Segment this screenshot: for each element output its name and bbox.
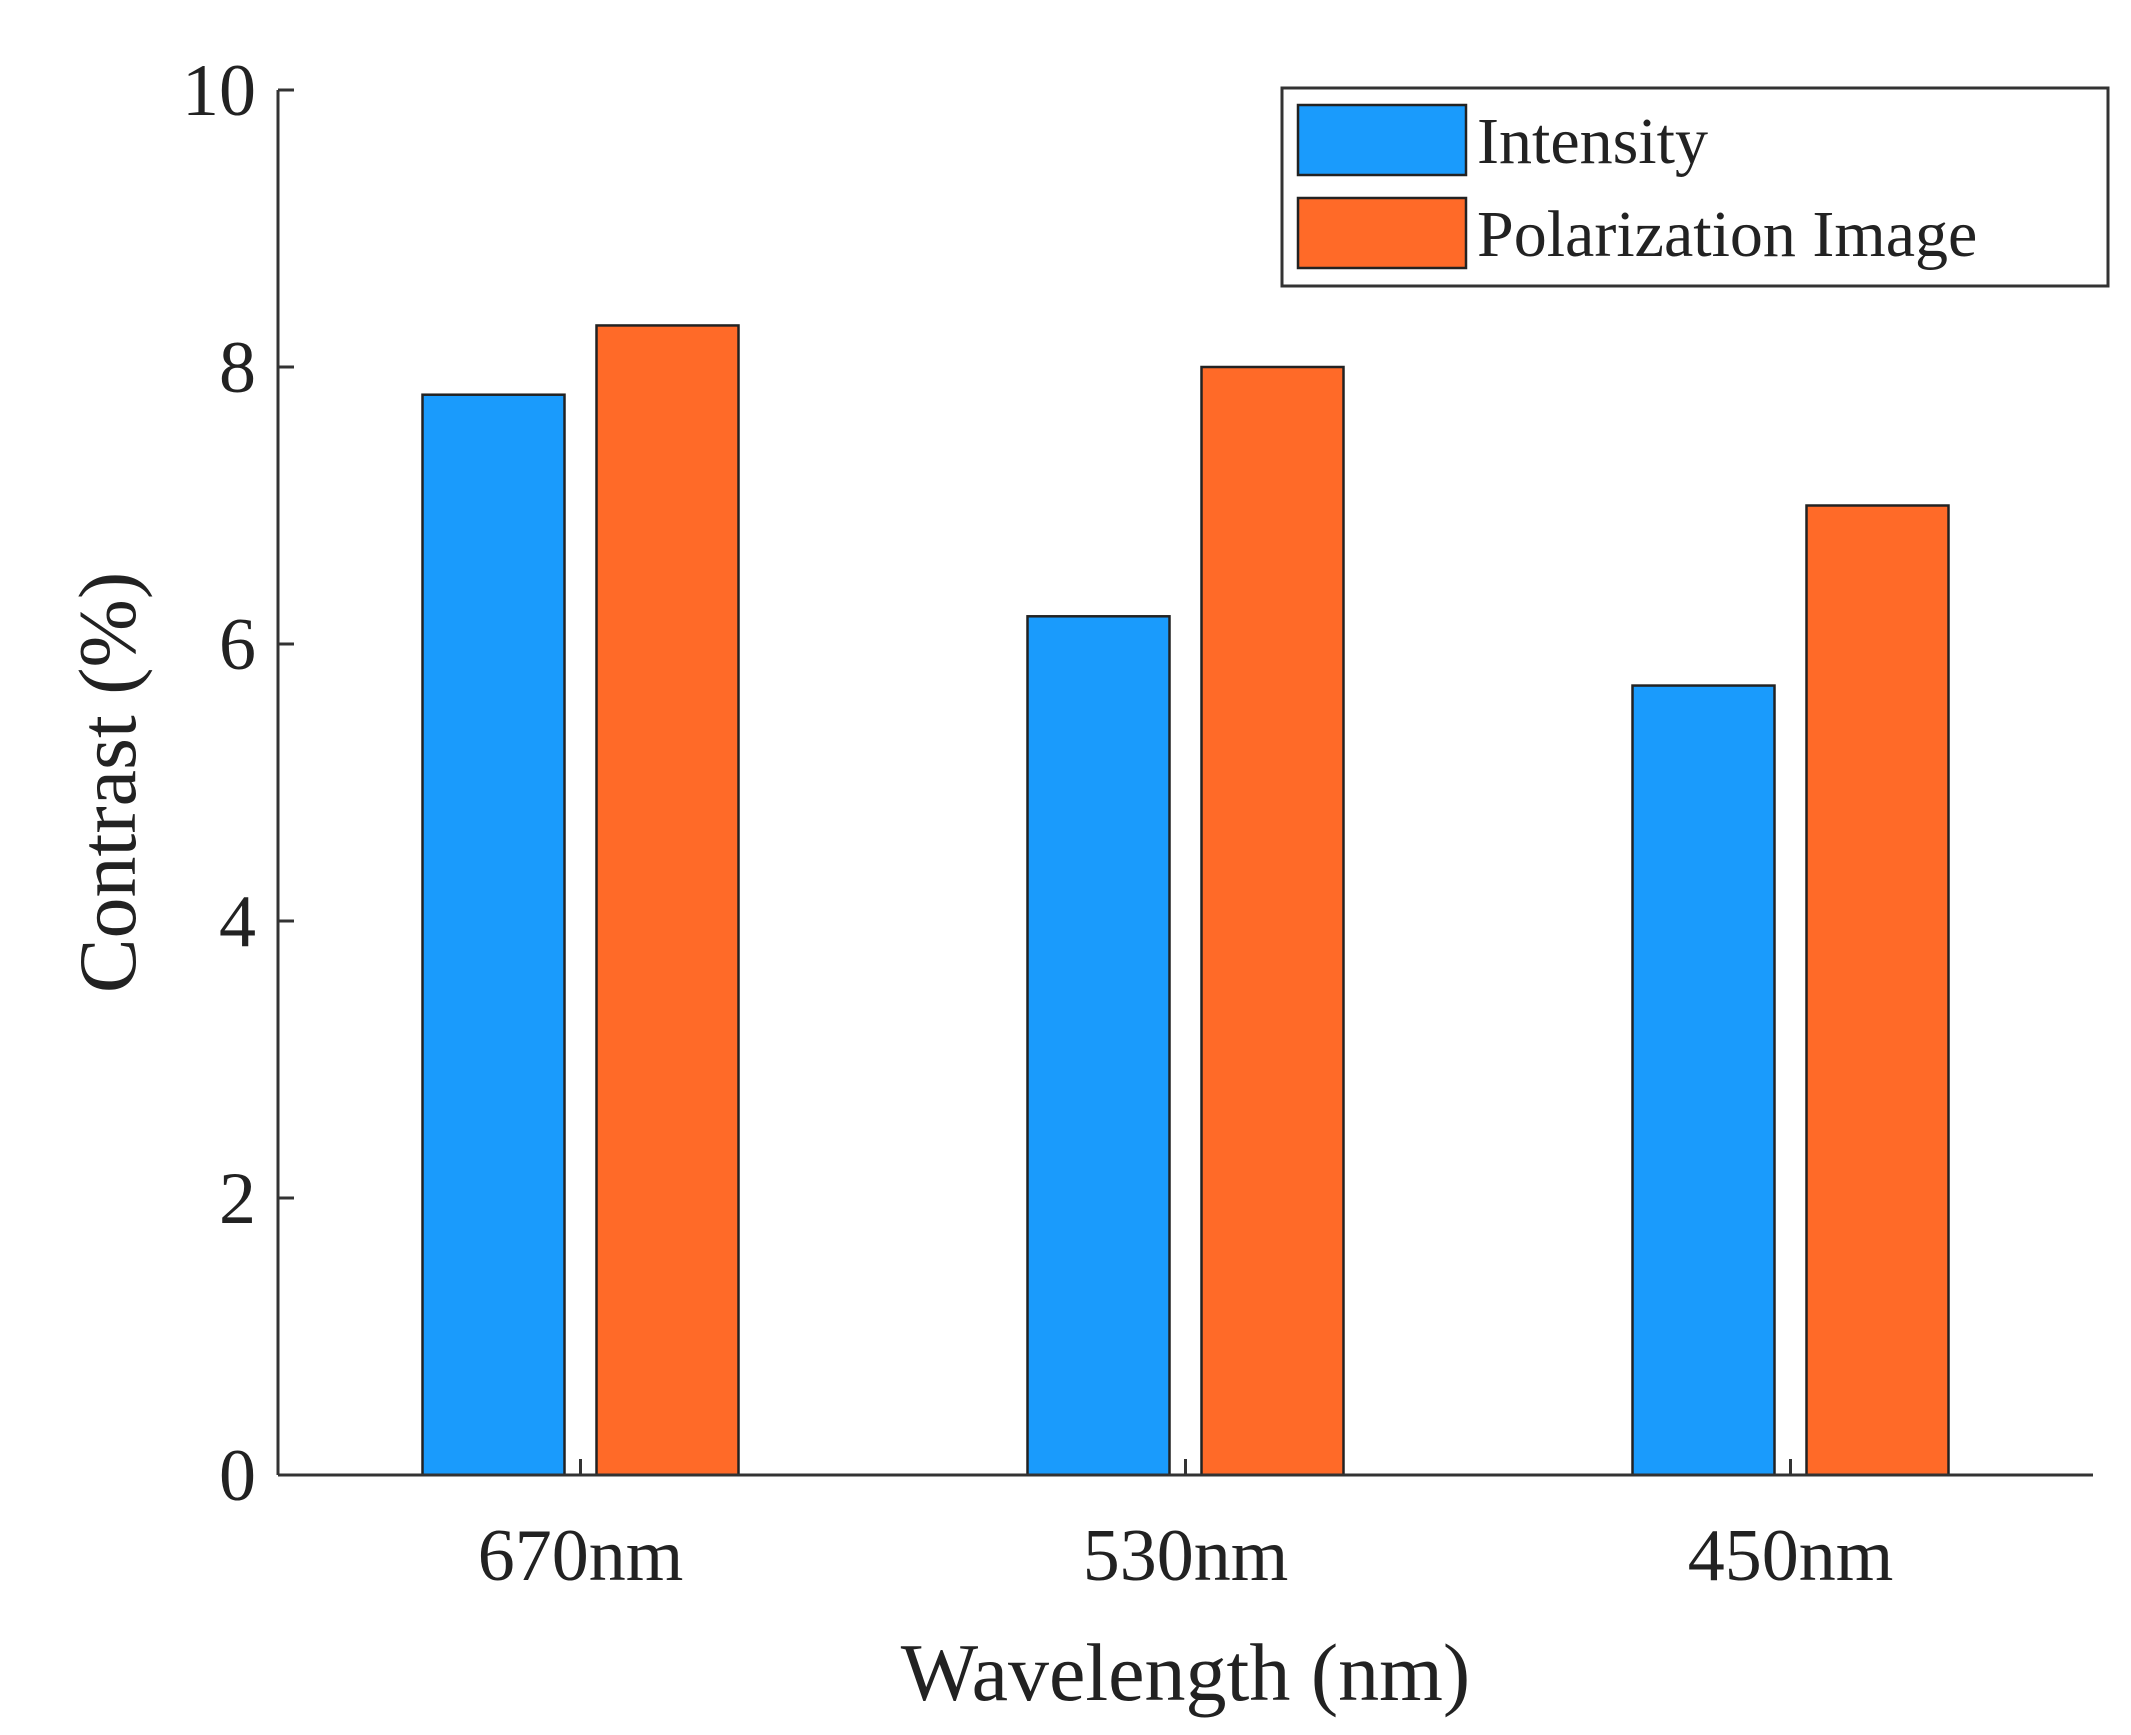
bar-polarization-image-450nm bbox=[1805, 504, 1950, 1477]
x-tick-label-530nm: 530nm bbox=[1083, 1515, 1289, 1597]
y-tick-label-8: 8 bbox=[219, 327, 256, 409]
x-tick-label-450nm: 450nm bbox=[1688, 1515, 1894, 1597]
y-tick-label-6: 6 bbox=[219, 604, 256, 686]
y-tick-label-0: 0 bbox=[219, 1435, 256, 1517]
bars-layer bbox=[421, 324, 1950, 1477]
y-tick-label-2: 2 bbox=[219, 1158, 256, 1240]
bar-intensity-670nm bbox=[421, 393, 566, 1477]
legend-swatch-polarization-image bbox=[1296, 196, 1468, 270]
bar-polarization-image-530nm bbox=[1200, 365, 1345, 1477]
y-tick-labels: 0 2 4 6 8 10 bbox=[182, 50, 256, 1517]
y-tick-label-10: 10 bbox=[182, 50, 256, 132]
bar-intensity-450nm bbox=[1631, 684, 1776, 1477]
bar-polarization-image-670nm bbox=[595, 324, 740, 1477]
y-tick-label-4: 4 bbox=[219, 881, 256, 963]
x-axis-title: Wavelength (nm) bbox=[901, 1627, 1470, 1718]
legend: Intensity Polarization Image bbox=[1280, 86, 2110, 288]
axes-layer bbox=[276, 88, 2093, 1477]
y-axis-title: Contrast (%) bbox=[62, 572, 153, 993]
legend-label-polarization-image: Polarization Image bbox=[1477, 198, 1977, 271]
x-tick-labels: 670nm 530nm 450nm bbox=[478, 1515, 1894, 1597]
legend-label-intensity: Intensity bbox=[1477, 105, 1708, 178]
x-tick-label-670nm: 670nm bbox=[478, 1515, 684, 1597]
bar-intensity-530nm bbox=[1026, 615, 1171, 1477]
legend-swatch-intensity bbox=[1296, 103, 1468, 177]
